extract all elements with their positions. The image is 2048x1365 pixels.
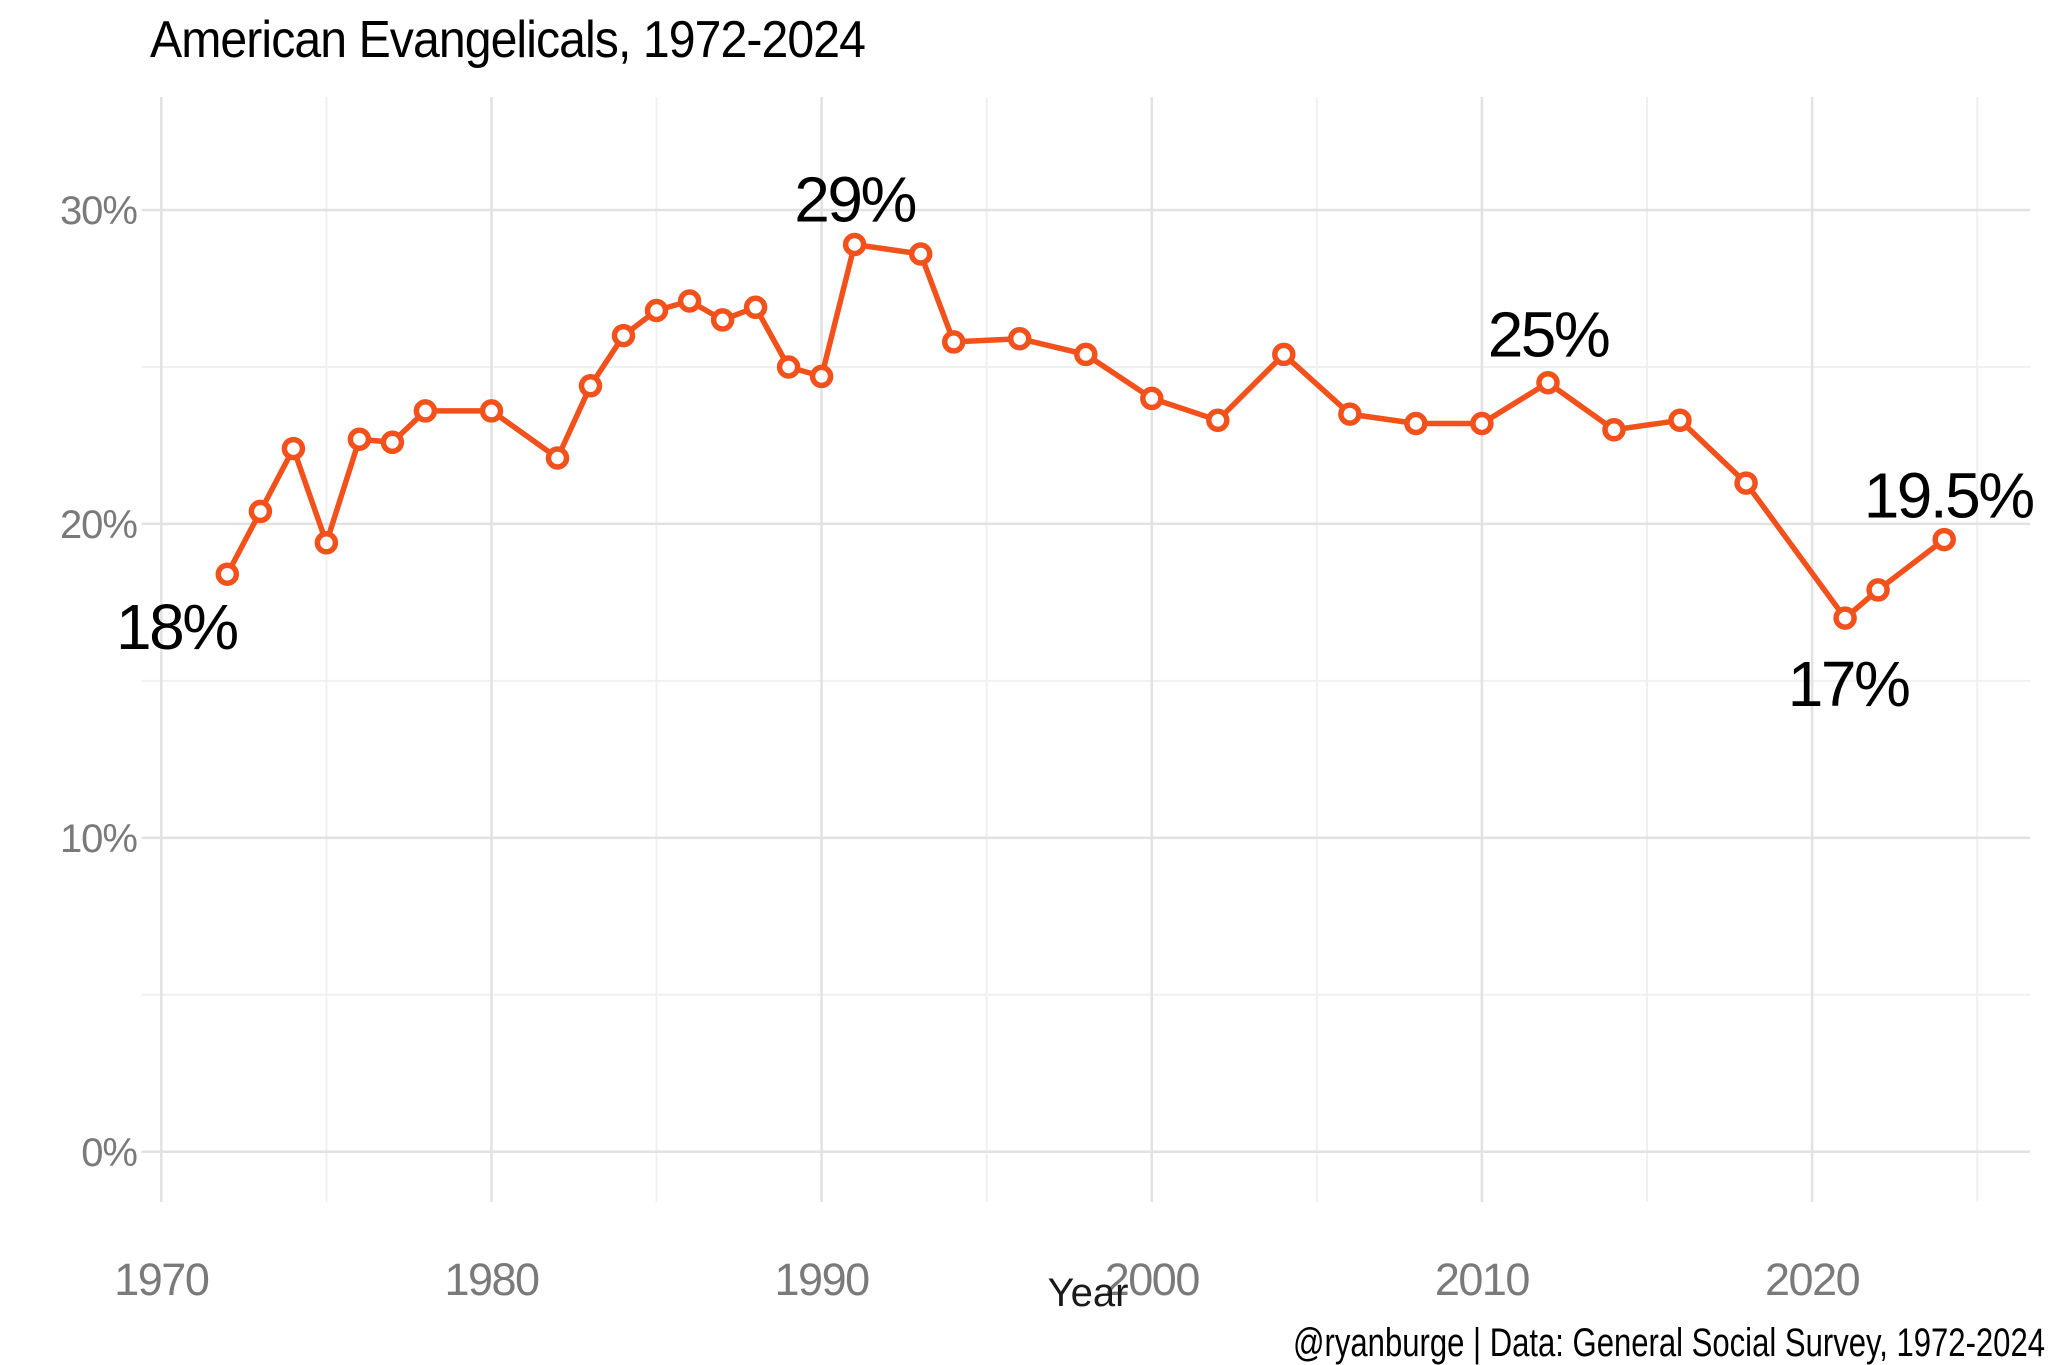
data-point <box>1404 411 1428 436</box>
y-tick-labels: 0% 10% 20% 30% <box>60 189 138 1175</box>
data-point <box>314 531 339 555</box>
x-tick-label: 1990 <box>775 1254 870 1305</box>
data-point <box>1866 578 1890 602</box>
data-point <box>710 308 735 332</box>
data-point <box>809 364 834 389</box>
data-label: 19.5% <box>1864 460 2034 532</box>
grid-minor-group <box>141 97 2030 1202</box>
series-group <box>215 232 1956 630</box>
data-point <box>1536 370 1560 395</box>
data-point <box>578 374 603 398</box>
data-point <box>1206 408 1230 433</box>
y-tick-label: 20% <box>60 503 137 547</box>
data-point <box>1602 418 1626 442</box>
data-point <box>215 562 240 586</box>
y-tick-label: 0% <box>81 1131 137 1175</box>
attribution-text: @ryanburge | Data: General Social Survey… <box>1293 1321 2045 1365</box>
data-point <box>743 295 768 320</box>
data-point <box>248 499 273 524</box>
data-point <box>1470 411 1494 436</box>
data-point <box>1140 386 1164 411</box>
data-point <box>413 399 438 423</box>
data-point <box>908 242 933 266</box>
data-point <box>1338 402 1362 426</box>
data-point <box>1668 408 1692 433</box>
y-tick-label: 30% <box>60 189 137 233</box>
data-point <box>1074 342 1098 367</box>
data-point <box>611 323 636 348</box>
data-point <box>380 430 405 455</box>
x-tick-label: 2020 <box>1765 1254 1860 1305</box>
x-tick-label: 2000 <box>1105 1254 1200 1305</box>
data-label: 25% <box>1488 299 1609 371</box>
data-point <box>1932 527 1956 552</box>
data-point <box>1272 342 1296 367</box>
y-tick-label: 10% <box>60 817 137 861</box>
data-label: 18% <box>116 591 237 663</box>
data-point <box>281 436 306 461</box>
data-point <box>545 446 570 470</box>
data-label: 17% <box>1788 648 1909 720</box>
chart-title: American Evangelicals, 1972-2024 <box>150 11 865 69</box>
x-tick-label: 1970 <box>114 1254 209 1305</box>
data-point <box>1734 471 1758 495</box>
data-point <box>479 399 504 423</box>
data-point <box>842 232 867 257</box>
data-point <box>347 427 372 451</box>
data-point <box>1833 606 1857 630</box>
data-point <box>776 355 801 379</box>
data-label: 29% <box>794 164 915 236</box>
x-axis-title: Year <box>1048 1271 1129 1315</box>
data-point <box>677 289 702 313</box>
data-point <box>1007 326 1032 351</box>
x-tick-label: 2010 <box>1435 1254 1530 1305</box>
annotation-group: 18% 29% 25% 17% 19.5% <box>116 164 2036 721</box>
trend-line <box>224 241 1947 621</box>
data-point <box>644 298 669 323</box>
x-tick-labels: 1970 1980 1990 2000 2010 2020 <box>114 1254 1861 1305</box>
x-tick-label: 1980 <box>444 1254 539 1305</box>
grid-major-group <box>141 97 2030 1202</box>
data-point <box>941 330 966 354</box>
